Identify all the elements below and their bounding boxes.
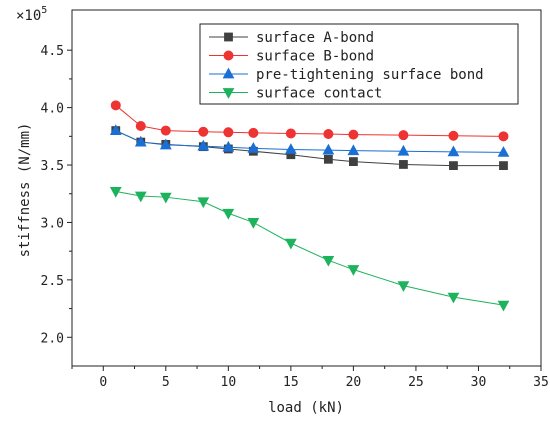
legend-label: pre-tightening surface bond xyxy=(256,67,484,83)
y-tick-label: 3.0 xyxy=(41,216,64,231)
data-point xyxy=(247,218,260,229)
data-point xyxy=(447,145,460,157)
x-tick-label: 15 xyxy=(283,375,299,390)
series-line xyxy=(115,190,504,306)
data-point xyxy=(323,154,333,164)
legend: surface A-bond surface B-bond pre-tighteni… xyxy=(199,23,519,105)
data-point xyxy=(497,300,510,312)
data-point xyxy=(498,131,509,142)
series-3 xyxy=(109,124,510,157)
data-point xyxy=(197,197,210,209)
legend-marker xyxy=(222,88,235,99)
data-point xyxy=(323,129,334,140)
data-point xyxy=(134,191,147,203)
x-tick-label: 0 xyxy=(99,375,107,390)
series-layer xyxy=(109,100,510,312)
x-tick-label: 10 xyxy=(221,375,237,390)
data-point xyxy=(134,135,147,147)
data-point xyxy=(284,143,297,154)
data-point xyxy=(322,143,335,155)
y-multiplier: ×105 xyxy=(16,5,47,24)
data-point xyxy=(347,144,360,156)
data-point xyxy=(285,128,296,139)
data-point xyxy=(397,281,410,292)
data-point xyxy=(348,129,359,140)
data-point xyxy=(223,127,234,138)
data-point xyxy=(197,139,210,151)
legend-label: surface A-bond xyxy=(256,30,374,46)
x-tick-label: 20 xyxy=(346,375,362,390)
data-point xyxy=(159,138,172,150)
data-point xyxy=(449,161,458,171)
x-tick-label: 35 xyxy=(533,375,549,390)
series-line xyxy=(115,130,504,153)
y-tick-label: 2.0 xyxy=(41,331,64,346)
data-point xyxy=(347,265,360,276)
x-axis-title: load (kN) xyxy=(268,400,344,416)
data-point xyxy=(248,127,259,138)
data-point xyxy=(322,255,335,267)
y-tick-label: 3.5 xyxy=(41,159,64,174)
data-point xyxy=(448,130,459,141)
y-axis: 2.0 2.5 3.0 3.5 4.0 4.5 xyxy=(41,44,72,346)
data-point xyxy=(247,142,260,153)
y-tick-label: 4.5 xyxy=(41,44,64,59)
x-tick-label: 25 xyxy=(408,375,424,390)
series-4 xyxy=(109,187,510,312)
data-point xyxy=(198,126,209,137)
data-point xyxy=(447,292,460,304)
data-point xyxy=(222,140,235,152)
data-point xyxy=(499,161,508,171)
data-point xyxy=(397,144,410,156)
data-point xyxy=(160,125,171,136)
data-point xyxy=(348,157,358,166)
series-2 xyxy=(110,100,509,142)
data-point xyxy=(159,192,172,204)
legend-marker xyxy=(223,50,234,61)
legend-item: pre-tightening surface bond xyxy=(209,67,484,83)
y-tick-label: 4.0 xyxy=(41,102,64,117)
data-point xyxy=(109,124,122,135)
legend-marker xyxy=(222,67,235,79)
data-point xyxy=(398,130,409,141)
legend-marker xyxy=(224,32,233,42)
legend-items: surface A-bond surface B-bond pre-tighteni… xyxy=(209,30,484,102)
x-axis: 0 5 10 15 20 25 30 35 xyxy=(71,366,549,390)
data-point xyxy=(399,160,408,169)
data-point xyxy=(109,187,122,198)
data-point xyxy=(135,120,146,131)
data-point xyxy=(284,238,297,250)
y-tick-label: 2.5 xyxy=(41,274,64,289)
data-point xyxy=(222,208,235,220)
legend-label: surface contact xyxy=(256,86,382,102)
legend-label: surface B-bond xyxy=(256,49,374,65)
data-point xyxy=(497,146,510,157)
x-tick-label: 5 xyxy=(162,375,170,390)
y-axis-title: stiffness (N/mm) xyxy=(17,123,33,258)
data-point xyxy=(110,100,121,111)
legend-item: surface contact xyxy=(209,86,382,102)
legend-item: surface B-bond xyxy=(209,49,374,65)
legend-box xyxy=(199,23,519,105)
x-tick-label: 30 xyxy=(471,375,487,390)
legend-item: surface A-bond xyxy=(209,30,374,46)
